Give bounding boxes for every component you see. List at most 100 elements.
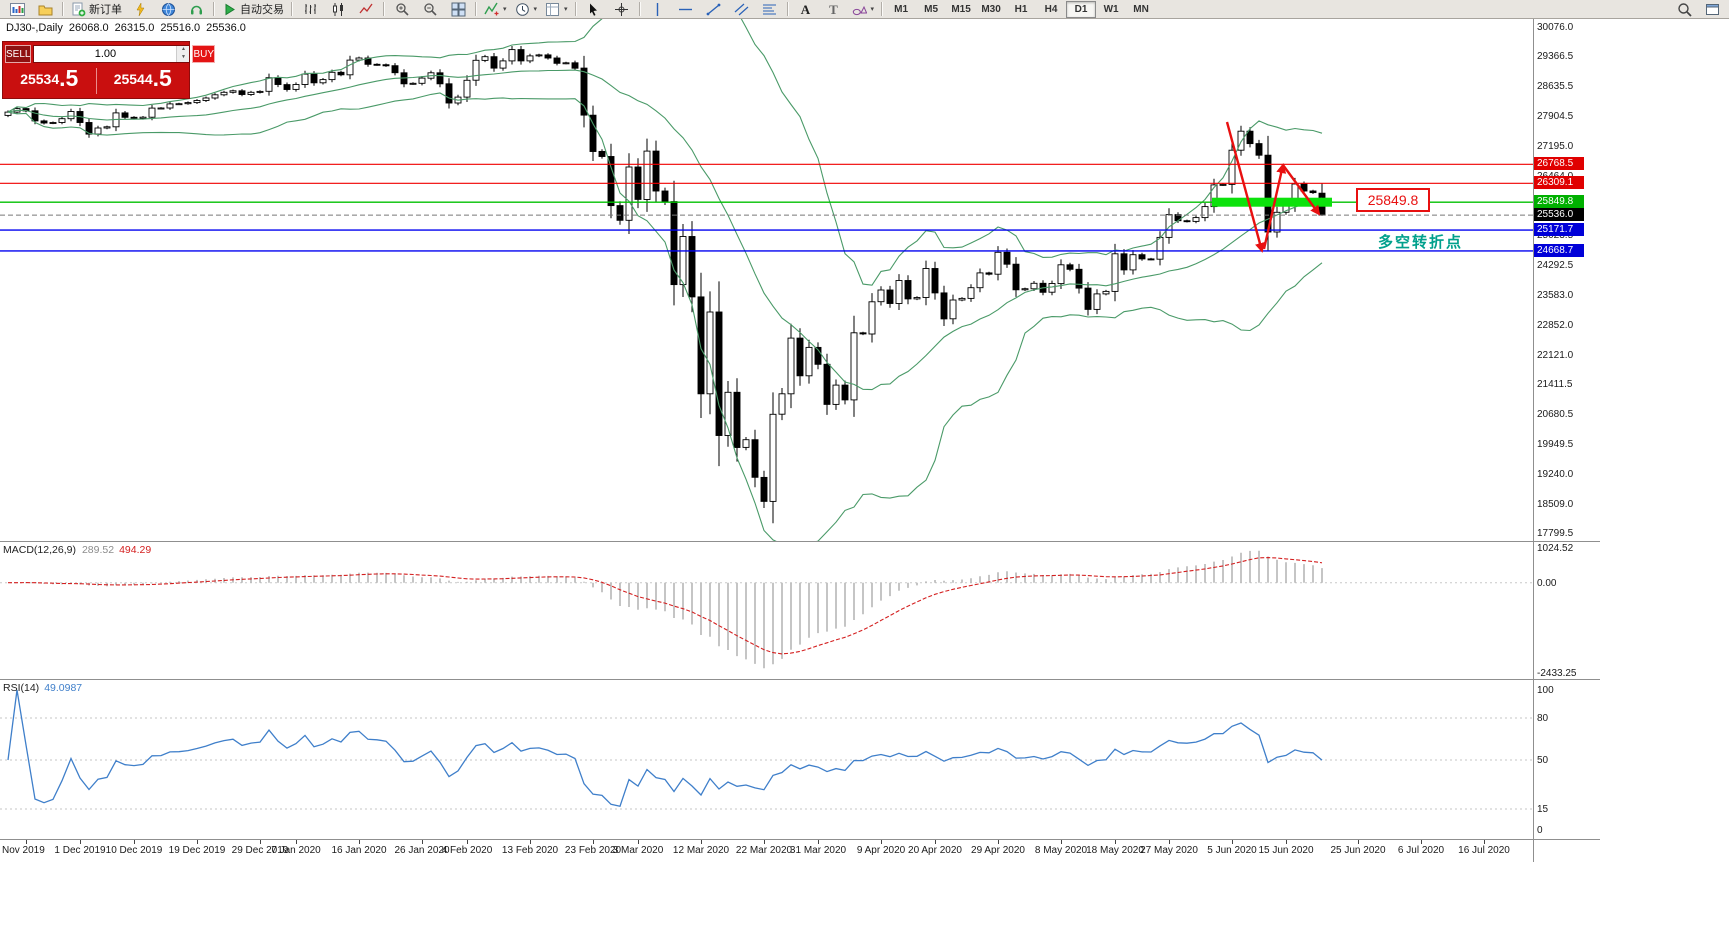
new-window-button[interactable] (1698, 0, 1726, 19)
volume-down-icon[interactable]: ▼ (177, 54, 190, 62)
support-zone-highlight[interactable] (1212, 197, 1332, 207)
autotrading-button[interactable]: 自动交易 (218, 0, 288, 19)
periods-button[interactable]: ▾ (511, 0, 542, 19)
volume-up-icon[interactable]: ▲ (177, 46, 190, 54)
candlestick-icon (332, 2, 343, 16)
price-callout[interactable]: 25849.8 (1356, 188, 1430, 212)
price-tick-label: 23583.0 (1537, 290, 1574, 301)
date-label: 6 Jul 2020 (1397, 845, 1445, 856)
timeframe-h4[interactable]: H4 (1044, 3, 1058, 15)
time-tick (1169, 840, 1170, 844)
turning-point-note[interactable]: 多空转折点 (1378, 234, 1464, 251)
channel-button[interactable] (728, 0, 756, 19)
tile-windows-button[interactable] (444, 0, 472, 19)
indicators-button[interactable]: ▾ (480, 0, 511, 19)
sell-button[interactable]: SELL (5, 45, 32, 63)
date-label: 5 Jun 2020 (1207, 845, 1257, 856)
candlestick-chart-button[interactable] (324, 0, 352, 19)
timeframe-m15[interactable]: M15 (951, 3, 971, 15)
search-button[interactable] (1670, 0, 1698, 19)
date-label: 22 Mar 2020 (735, 845, 793, 856)
price-divider (95, 68, 97, 94)
macd-indicator-panel[interactable] (0, 542, 1533, 679)
label-button[interactable]: T (820, 0, 848, 19)
templates-button[interactable]: ▾ (541, 0, 572, 19)
new-chart-button[interactable] (3, 0, 31, 19)
cursor-button[interactable] (580, 0, 608, 19)
alerts-button[interactable] (126, 0, 154, 19)
tile-windows-icon (451, 2, 465, 16)
timeframe-w1[interactable]: W1 (1103, 3, 1119, 15)
new-order-icon (72, 2, 86, 16)
toolbar-separator (574, 2, 577, 16)
template-icon (546, 2, 560, 16)
vertical-line-icon (656, 2, 659, 16)
panel-separator[interactable] (0, 839, 1600, 840)
price-line-label: 25849.8 (1534, 195, 1584, 208)
new-order-button[interactable]: 新订单 (67, 0, 126, 19)
timeframe-m5[interactable]: M5 (924, 3, 939, 15)
crosshair-button[interactable] (608, 0, 636, 19)
trendline-icon (706, 3, 721, 15)
low-value: 25516.0 (160, 22, 201, 34)
date-label: 7 Jan 2020 (271, 845, 321, 856)
channel-icon (734, 3, 749, 15)
date-label: Nov 2019 (2, 845, 45, 856)
buy-price[interactable]: 25544.5 (97, 64, 190, 91)
horizontal-line-button[interactable] (672, 0, 700, 19)
price-tick-label: 19240.0 (1537, 469, 1574, 480)
price-tick-label: 30076.0 (1537, 22, 1574, 33)
shapes-button[interactable]: ▾ (848, 0, 879, 19)
clock-icon (515, 2, 529, 16)
trendline-button[interactable] (700, 0, 728, 19)
price-tick-label: 19949.5 (1537, 439, 1574, 450)
rsi-indicator-panel[interactable] (0, 680, 1533, 839)
rsi-line (7, 689, 1323, 807)
sounds-button[interactable] (182, 0, 210, 19)
text-icon: A (801, 2, 811, 17)
rsi-label: RSI(14) 49.0987 (3, 682, 82, 694)
volume-input[interactable] (34, 46, 177, 62)
line-chart-icon (358, 3, 373, 13)
time-tick (1286, 840, 1287, 844)
timeframe-m1[interactable]: M1 (894, 3, 909, 15)
timeframe-m30[interactable]: M30 (981, 3, 1001, 15)
time-tick (1421, 840, 1422, 844)
zoom-in-button[interactable] (388, 0, 416, 19)
dropdown-caret-icon: ▾ (533, 6, 538, 13)
timeframe-d1[interactable]: D1 (1066, 0, 1097, 18)
sell-price[interactable]: 25534.5 (3, 64, 96, 91)
macd-scale-label: 0.00 (1537, 578, 1557, 589)
toolbar-separator (786, 2, 789, 16)
zoom-out-button[interactable] (416, 0, 444, 19)
time-tick (197, 840, 198, 844)
timeframe-mn[interactable]: MN (1133, 3, 1149, 15)
high-value: 26315.0 (114, 22, 155, 34)
date-label: 13 Feb 2020 (501, 845, 559, 856)
autotrading-icon (225, 3, 235, 15)
line-chart-button[interactable] (352, 0, 380, 19)
main-chart[interactable] (0, 19, 1533, 541)
price-tick-label: 22121.0 (1537, 350, 1574, 361)
vertical-line-button[interactable] (644, 0, 672, 19)
price-tick-label: 27195.0 (1537, 141, 1574, 152)
panel-separator[interactable] (0, 679, 1600, 680)
price-line-label: 24668.7 (1534, 244, 1584, 257)
trend-arrows[interactable] (1225, 121, 1321, 253)
time-tick (296, 840, 297, 844)
bar-chart-button[interactable] (296, 0, 324, 19)
time-tick (818, 840, 819, 844)
date-label: 1 Dec 2019 (54, 845, 106, 856)
text-button[interactable]: A (792, 0, 820, 19)
macd-main-value: 289.52 (81, 544, 115, 556)
label-icon: T (829, 2, 838, 17)
profiles-button[interactable] (31, 0, 59, 19)
toolbar-separator (475, 2, 477, 16)
fibonacci-button[interactable] (756, 0, 784, 19)
panel-separator[interactable] (0, 541, 1600, 542)
buy-button[interactable]: BUY (192, 45, 216, 63)
market-depth-button[interactable] (154, 0, 182, 19)
horizontal-price-lines[interactable] (0, 163, 1533, 252)
profiles-icon (38, 5, 52, 15)
timeframe-h1[interactable]: H1 (1014, 3, 1028, 15)
